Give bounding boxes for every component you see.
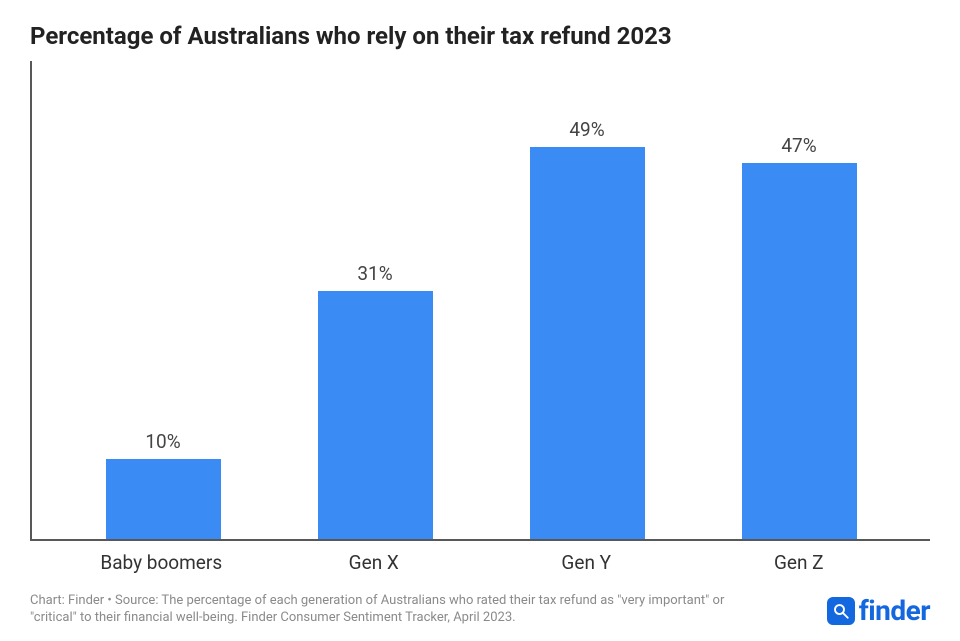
x-axis-labels: Baby boomers Gen X Gen Y Gen Z [30,551,930,574]
bar-slot-gen-z: 47% [693,61,905,539]
x-label-gen-y: Gen Y [480,551,693,574]
bar-value-label: 31% [357,262,392,285]
plot-area: 10% 31% 49% 47% [30,61,930,541]
bar-slot-baby-boomers: 10% [57,61,269,539]
bar-slot-gen-x: 31% [269,61,481,539]
bar-gen-x [318,291,433,539]
chart-container: Percentage of Australians who rely on th… [0,0,960,641]
chart-footer: Chart: Finder • Source: The percentage o… [30,592,930,627]
bar-value-label: 49% [569,118,604,141]
bar-value-label: 10% [145,430,180,453]
source-text: Chart: Finder • Source: The percentage o… [30,592,750,627]
bar-baby-boomers [106,459,221,539]
finder-logo: finder [827,594,930,627]
x-label-gen-z: Gen Z [693,551,906,574]
bar-value-label: 47% [781,134,816,157]
bars-row: 10% 31% 49% 47% [32,61,930,539]
bar-gen-y [530,147,645,539]
x-label-gen-x: Gen X [268,551,481,574]
bar-gen-z [742,163,857,539]
logo-text: finder [859,594,930,627]
x-label-baby-boomers: Baby boomers [55,551,268,574]
chart-title: Percentage of Australians who rely on th… [30,22,930,51]
magnifier-icon [827,597,855,625]
bar-slot-gen-y: 49% [481,61,693,539]
